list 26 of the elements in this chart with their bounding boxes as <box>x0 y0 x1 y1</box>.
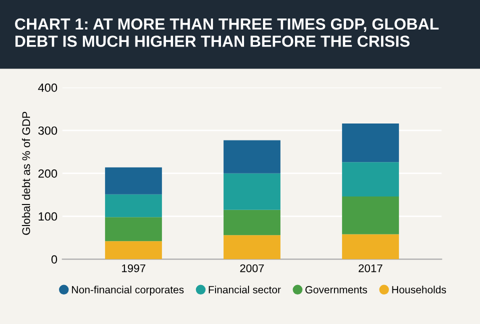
y-tick-label: 400 <box>38 84 58 92</box>
bar <box>342 234 399 260</box>
bar <box>342 124 399 162</box>
y-tick-label: 100 <box>38 212 58 221</box>
bar <box>224 173 280 210</box>
bar <box>105 217 162 242</box>
bar <box>224 140 280 174</box>
legend-label: Financial sector <box>208 286 281 294</box>
legend-label: Governments <box>305 286 368 294</box>
x-tick-label: 2007 <box>240 264 264 272</box>
y-axis-title: Global debt as % of GDP <box>22 112 30 235</box>
bar <box>342 162 399 197</box>
x-tick-label: 1997 <box>122 264 146 272</box>
y-tick-label: 0 <box>51 255 58 264</box>
y-tick-label: 300 <box>38 126 58 135</box>
bar <box>224 235 280 260</box>
bar <box>105 194 162 218</box>
x-tick-label: 2017 <box>358 264 382 272</box>
bar <box>105 241 162 260</box>
legend-label: Non-financial corporates <box>72 286 184 296</box>
legend-label: Households <box>392 286 446 294</box>
chart-title: CHART 1: AT MORE THAN THREE TIMES GDP, GLOBAL DEBT IS MUCH HIGHER THAN BEFORE THE CRISIS <box>15 18 439 47</box>
bar <box>224 210 280 236</box>
y-tick-label: 200 <box>38 169 58 178</box>
bar <box>105 167 162 194</box>
bar <box>342 196 399 234</box>
